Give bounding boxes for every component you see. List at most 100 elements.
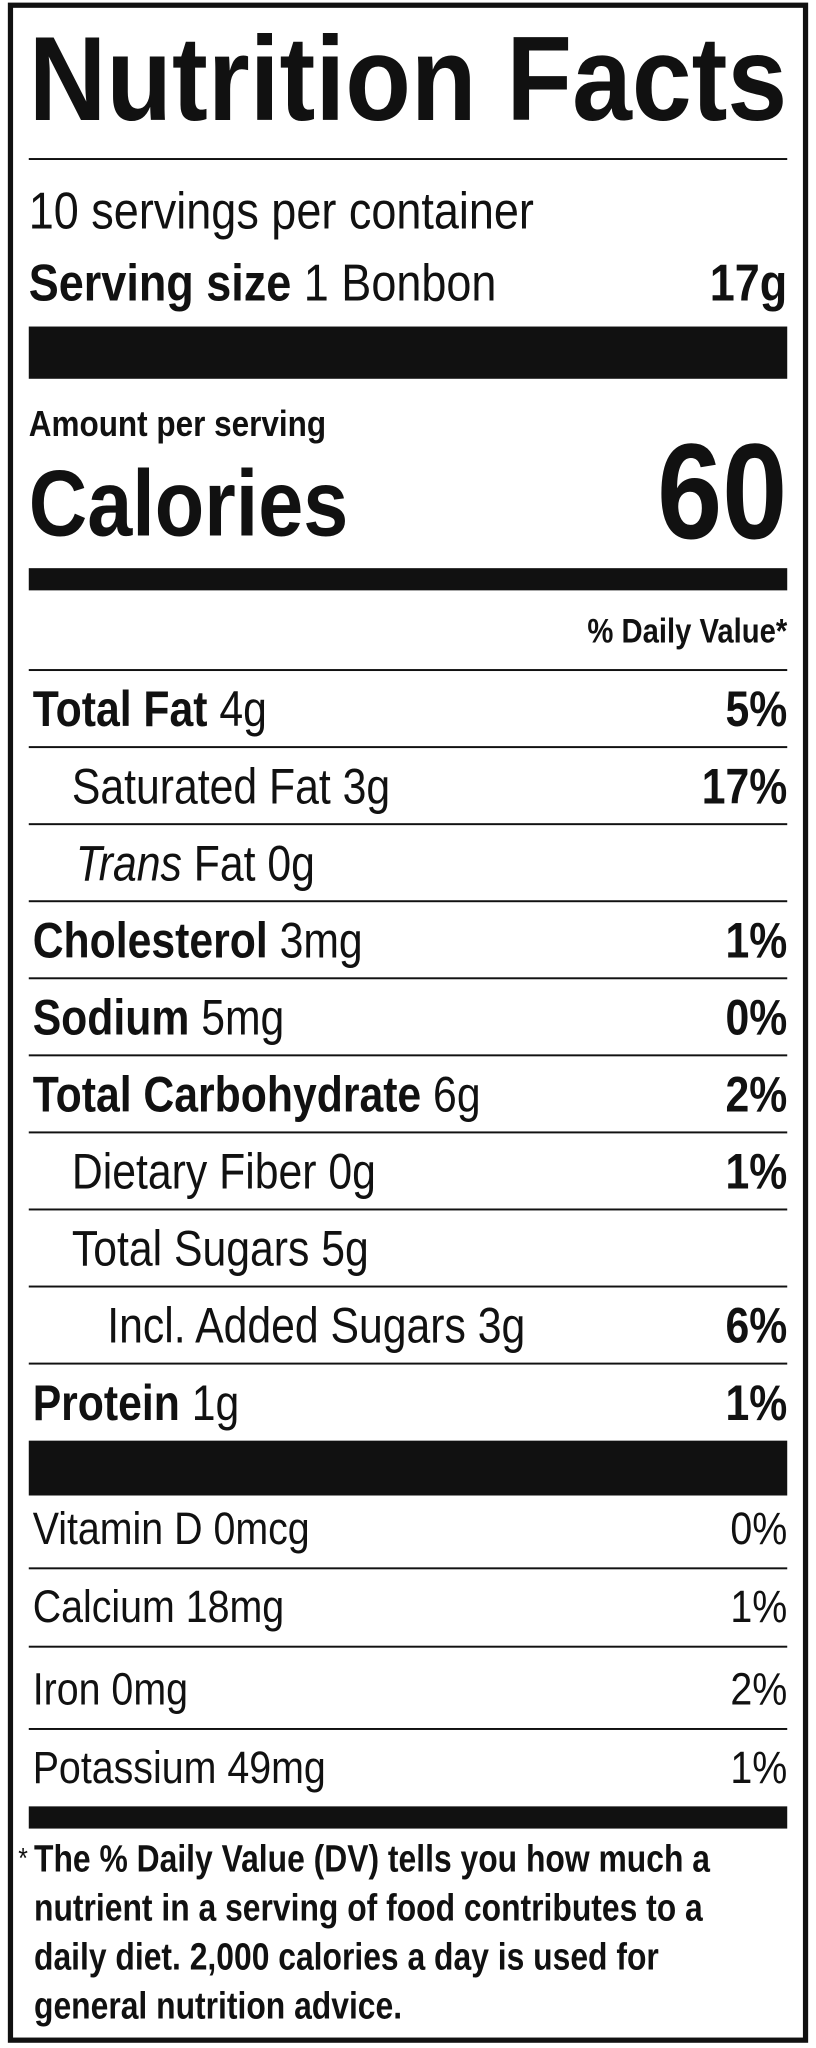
nutrient-row: Incl. Added Sugars 3g [107,1298,525,1354]
text-part: 0% [730,1503,787,1554]
nutrient-name: Saturated Fat [72,758,343,814]
vitamin-row: Calcium 18mg [33,1581,284,1632]
nutrient-name: Fat [194,835,268,891]
vitamin-amount: 0mcg [213,1503,309,1554]
nutrient-row: Total Carbohydrate 6g [33,1066,481,1122]
calories-value: 60 [657,415,787,567]
nutrient-name: Protein [33,1375,192,1431]
thick-bar [28,1806,788,1829]
vitamin-amount: 0mg [111,1664,188,1715]
text-part: 17g [710,254,788,312]
nutrient-dv: 2% [725,1066,787,1122]
text-part: 2% [730,1664,787,1715]
nutrient-amount: 3mg [280,912,363,968]
nutrient-amount: 5g [321,1221,369,1277]
nutrient-dv: 6% [725,1298,787,1354]
thick-bar [28,326,788,379]
nutrient-amount: 0g [328,1144,376,1200]
vitamin-row: Vitamin D 0mcg [33,1503,310,1554]
vitamin-name: Vitamin D [33,1503,214,1554]
text-part: 6% [725,1298,787,1354]
thin-rule [28,977,788,980]
thin-rule [28,1208,788,1211]
nutrient-dv: 1% [725,912,787,968]
nutrient-amount: 4g [219,681,267,737]
nutrient-row: Trans Fat 0g [76,835,315,891]
thin-rule [28,1728,788,1730]
nutrient-row: Dietary Fiber 0g [72,1144,376,1200]
serving-size-value: 1 Bonbon [304,254,497,312]
text-part: * [18,1842,28,1874]
text-part: 60 [657,415,787,567]
nutrient-amount: 3g [478,1298,526,1354]
nutrient-row: Total Fat 4g [33,681,267,737]
calories-label: Calories [29,451,349,556]
nutrient-row: Sodium 5mg [33,989,285,1045]
footnote-line: general nutrition advice. [34,1985,402,2027]
nutrient-dv: 17% [702,758,788,814]
thin-rule [28,823,788,826]
text-part: Calories [29,451,349,556]
nutrient-name: Dietary Fiber [72,1144,328,1200]
thick-bar [28,568,788,591]
vitamin-row: Iron 0mg [33,1664,188,1715]
nutrient-name: Total Sugars [72,1221,321,1277]
text-part: % Daily Value* [587,612,787,651]
text-part: 17% [702,758,788,814]
text-part: Amount per serving [29,404,326,445]
nutrient-amount: 3g [343,758,391,814]
vitamin-row: Potassium 49mg [33,1742,326,1793]
thick-bar [28,1440,788,1496]
text-part: The % Daily Value (DV) tells you how muc… [34,1838,710,1880]
text-part: 5% [725,681,787,737]
daily-value-header: % Daily Value* [587,612,787,651]
text-part: nutrient in a serving of food contribute… [34,1887,703,1929]
thin-rule [28,1645,788,1648]
nutrient-name: Incl. Added Sugars [107,1298,478,1354]
vitamin-dv: 1% [730,1742,787,1793]
nutrient-name: Total Fat [33,681,220,737]
serving-weight: 17g [710,254,788,312]
text-part: 1% [730,1742,787,1793]
nutrient-amount: 1g [192,1375,240,1431]
text-part: 2% [725,1066,787,1122]
text-part: 1% [725,1375,787,1431]
nutrient-name-italic: Trans [76,835,194,891]
vitamin-dv: 0% [730,1503,787,1554]
nutrient-dv: 0% [725,989,787,1045]
title: Nutrition Facts [29,12,787,146]
text-part: 1% [725,912,787,968]
servings-per-container: 10 servings per container [29,182,534,240]
footnote-line: The % Daily Value (DV) tells you how muc… [34,1838,710,1880]
nutrient-name: Sodium [33,989,202,1045]
thin-rule [28,1054,788,1057]
nutrient-name: Cholesterol [33,912,280,968]
text-part: general nutrition advice. [34,1985,402,2027]
nutrient-dv: 1% [725,1375,787,1431]
nutrient-amount: 5mg [201,989,284,1045]
serving-size-label: Serving size [29,254,304,312]
amount-per-serving: Amount per serving [29,404,326,445]
serving-size: Serving size 1 Bonbon [29,254,497,312]
footnote-line: daily diet. 2,000 calories a day is used… [34,1936,659,1978]
vitamin-name: Calcium [33,1581,186,1632]
nutrient-name: Total Carbohydrate [33,1066,433,1122]
text-part: 10 servings per container [29,182,534,240]
nutrient-row: Protein 1g [33,1375,240,1431]
nutrient-amount: 6g [433,1066,481,1122]
footnote-mark: * [18,1842,28,1874]
nutrient-dv: 1% [725,1144,787,1200]
footnote-line: nutrient in a serving of food contribute… [34,1887,703,1929]
vitamin-amount: 18mg [186,1581,284,1632]
thin-rule [28,1285,788,1288]
thin-rule [28,669,788,672]
thin-rule [28,158,788,160]
thin-rule [28,1362,788,1365]
vitamin-dv: 1% [730,1581,787,1632]
thin-rule [28,900,788,903]
nutrient-row: Total Sugars 5g [72,1221,369,1277]
text-part: 0% [725,989,787,1045]
vitamin-name: Iron [33,1664,112,1715]
